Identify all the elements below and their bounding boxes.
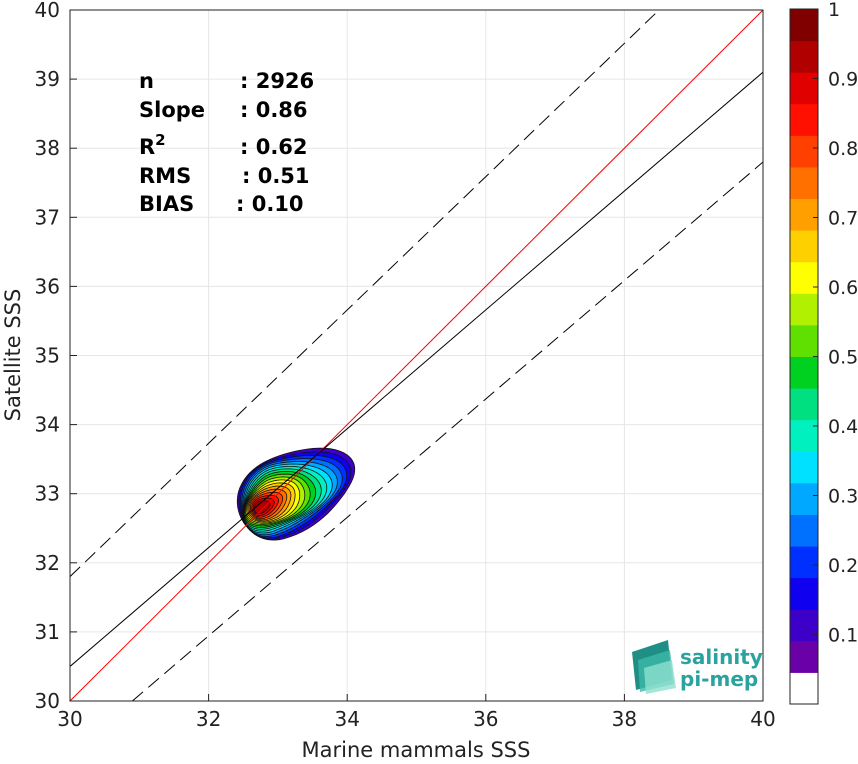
regression-line bbox=[70, 71, 763, 667]
colorbar-tick-label: 0.8 bbox=[828, 138, 858, 160]
colorbar-band bbox=[790, 72, 818, 105]
density-contour-level bbox=[254, 500, 271, 515]
colorbar-band bbox=[790, 324, 818, 357]
stat-value: : 0.10 bbox=[236, 192, 304, 216]
stat-value: : 2926 bbox=[240, 69, 314, 93]
reference-lines bbox=[70, 10, 763, 701]
x-tick-label: 36 bbox=[473, 707, 498, 731]
colorbar-band bbox=[790, 482, 818, 515]
colorbar-tick-label: 0.1 bbox=[828, 625, 858, 647]
colorbar-band bbox=[790, 577, 818, 610]
y-axis-ticks: 30 31 32 33 34 35 36 37 38 39 40 bbox=[35, 0, 77, 713]
x-tick-label: 30 bbox=[57, 707, 82, 731]
y-tick-label: 38 bbox=[35, 136, 60, 160]
colorbar-tick-label: 0.9 bbox=[828, 69, 858, 91]
colorbar-tick-label: 0.6 bbox=[828, 277, 858, 299]
y-tick-label: 34 bbox=[35, 413, 60, 437]
logo-line2: pi-mep bbox=[680, 667, 758, 691]
y-tick-label: 33 bbox=[35, 482, 60, 506]
x-tick-label: 34 bbox=[334, 707, 359, 731]
identity-line bbox=[70, 10, 763, 701]
y-tick-label: 31 bbox=[35, 620, 60, 644]
x-tick-label: 40 bbox=[750, 707, 775, 731]
colorbar-band bbox=[790, 609, 818, 642]
y-tick-label: 35 bbox=[35, 344, 60, 368]
y-tick-label: 39 bbox=[35, 67, 60, 91]
colorbar-band bbox=[790, 451, 818, 484]
stat-label: RMS bbox=[139, 164, 191, 188]
colorbar-band bbox=[790, 135, 818, 168]
colorbar-band bbox=[790, 640, 818, 673]
stat-row: BIAS : 0.10 bbox=[139, 192, 304, 216]
colorbar-tick-label: 0.7 bbox=[828, 208, 858, 230]
upper-bound-line bbox=[70, 10, 660, 577]
salinity-pimep-logo: salinity pi-mep bbox=[632, 640, 763, 694]
colorbar-tick-label: 1 bbox=[828, 0, 840, 21]
logo-line1: salinity bbox=[680, 645, 763, 669]
colorbar-band bbox=[790, 388, 818, 421]
colorbar-band bbox=[790, 166, 818, 200]
colorbar: 0.1 0.2 0.3 0.4 0.5 0.6 0.7 0.8 0.9 1 bbox=[789, 0, 858, 705]
stat-value: : 0.86 bbox=[240, 98, 308, 122]
colorbar-band bbox=[790, 230, 818, 263]
density-contours bbox=[236, 447, 356, 541]
y-tick-label: 30 bbox=[35, 689, 60, 713]
stat-row: RMS : 0.51 bbox=[139, 164, 310, 188]
colorbar-band bbox=[790, 103, 818, 136]
colorbar-band bbox=[790, 356, 818, 389]
x-axis-ticks: 30 32 34 36 38 40 bbox=[57, 694, 776, 731]
colorbar-tick-label: 0.5 bbox=[828, 347, 858, 369]
colorbar-band bbox=[790, 9, 818, 42]
stat-label: R2 bbox=[139, 131, 166, 159]
x-tick-label: 32 bbox=[196, 707, 221, 731]
colorbar-band bbox=[790, 198, 818, 231]
y-tick-label: 37 bbox=[35, 205, 60, 229]
statistics-box: n : 2926 Slope : 0.86 R2 : 0.62 RMS : 0.51 BIAS:… bbox=[139, 69, 314, 216]
stat-superscript: 2 bbox=[155, 131, 165, 149]
x-tick-label: 38 bbox=[612, 707, 637, 731]
y-tick-label: 36 bbox=[35, 274, 60, 298]
stat-label: BIAS bbox=[139, 192, 194, 216]
stat-row: n : 2926 bbox=[139, 69, 314, 93]
colorbar-band bbox=[790, 546, 818, 579]
y-tick-label: 32 bbox=[35, 551, 60, 575]
colorbar-band bbox=[790, 261, 818, 294]
colorbar-band bbox=[790, 419, 818, 452]
x-axis-label: Marine mammals SSS bbox=[302, 738, 531, 762]
colorbar-tick-label: 0.3 bbox=[828, 486, 858, 508]
stat-row: R2 : 0.62 bbox=[139, 131, 308, 159]
y-axis-label: Satellite SSS bbox=[1, 289, 25, 422]
y-tick-label: 40 bbox=[35, 0, 60, 22]
stat-value: : 0.51 bbox=[242, 164, 310, 188]
lower-bound-line bbox=[132, 161, 763, 701]
colorbar-band bbox=[790, 293, 818, 326]
colorbar-band bbox=[790, 672, 818, 704]
logo-icon bbox=[632, 640, 676, 694]
stat-label: Slope bbox=[139, 98, 205, 122]
stat-row: Slope : 0.86 bbox=[139, 98, 308, 122]
colorbar-band bbox=[790, 40, 818, 73]
stat-label: n bbox=[139, 69, 154, 93]
colorbar-tick-label: 0.2 bbox=[828, 555, 858, 577]
colorbar-tick-label: 0.4 bbox=[828, 416, 858, 438]
stat-value: : 0.62 bbox=[240, 135, 308, 159]
colorbar-band bbox=[790, 514, 818, 547]
